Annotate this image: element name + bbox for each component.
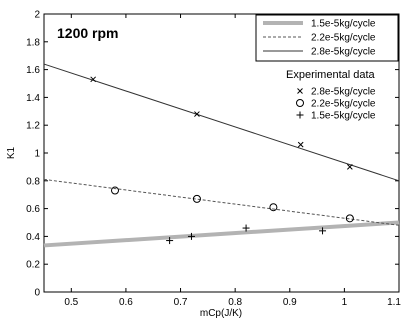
y-axis: 0 0.2 0.4 0.6 0.8 1 1.2 1.4 1.6 1.8 2 [26, 10, 399, 299]
y-tick-label: 1 [34, 149, 40, 160]
y-tick-label: 1.4 [26, 93, 40, 104]
x-tick-label: 0.7 [174, 297, 188, 308]
legend-entry-label: 1.5e-5kg/cycle [311, 111, 376, 122]
legend-marker-swatch [296, 99, 304, 107]
legend: 1.5e-5kg/cycle2.2e-5kg/cycle2.8e-5kg/cyc… [255, 14, 399, 122]
y-tick-label: 0.6 [26, 204, 40, 215]
legend-marker-swatch [297, 88, 303, 94]
legend-entry-label: 2.8e-5kg/cycle [311, 87, 376, 98]
data-point [269, 203, 278, 212]
experimental-points [90, 76, 354, 245]
fit-lines [43, 63, 400, 248]
data-point [187, 232, 195, 240]
legend-entry-label: 2.2e-5kg/cycle [311, 99, 376, 110]
annotation-rpm: 1200 rpm [57, 25, 118, 41]
legend-entry-label: 1.5e-5kg/cycle [311, 19, 376, 30]
y-tick-label: 0.4 [26, 232, 40, 243]
y-tick-label: 1.2 [26, 121, 40, 132]
x-axis: 0.5 0.6 0.7 0.8 0.9 1 1.1 [64, 14, 401, 308]
y-tick-label: 2 [34, 10, 40, 21]
legend-entry-label: 2.2e-5kg/cycle [311, 33, 376, 44]
data-point [242, 224, 250, 232]
y-tick-label: 0 [34, 288, 40, 299]
x-tick-label: 1.1 [387, 297, 401, 308]
legend-experimental-header: Experimental data [286, 69, 376, 81]
x-axis-title: mCp(J/K) [200, 308, 242, 319]
x-tick-label: 1 [342, 297, 348, 308]
y-tick-label: 0.2 [26, 260, 40, 271]
x-tick-label: 0.9 [283, 297, 297, 308]
data-point [297, 141, 304, 148]
y-axis-title: K1 [6, 146, 17, 159]
y-tick-label: 1.8 [26, 37, 40, 48]
x-tick-label: 0.5 [64, 297, 78, 308]
data-point [166, 237, 174, 245]
x-tick-label: 0.6 [119, 297, 133, 308]
y-tick-label: 0.8 [26, 176, 40, 187]
data-point [111, 186, 119, 195]
data-point [345, 214, 354, 223]
y-tick-label: 1.6 [26, 65, 40, 76]
x-tick-label: 0.8 [228, 297, 242, 308]
data-point [319, 227, 327, 235]
series-line [43, 63, 400, 182]
data-point [346, 164, 353, 170]
legend-marker-swatch [296, 111, 304, 119]
data-point [192, 194, 201, 203]
data-point [90, 76, 97, 83]
legend-entry-label: 2.8e-5kg/cycle [311, 47, 376, 58]
series-line [43, 220, 400, 248]
data-point [194, 111, 200, 117]
